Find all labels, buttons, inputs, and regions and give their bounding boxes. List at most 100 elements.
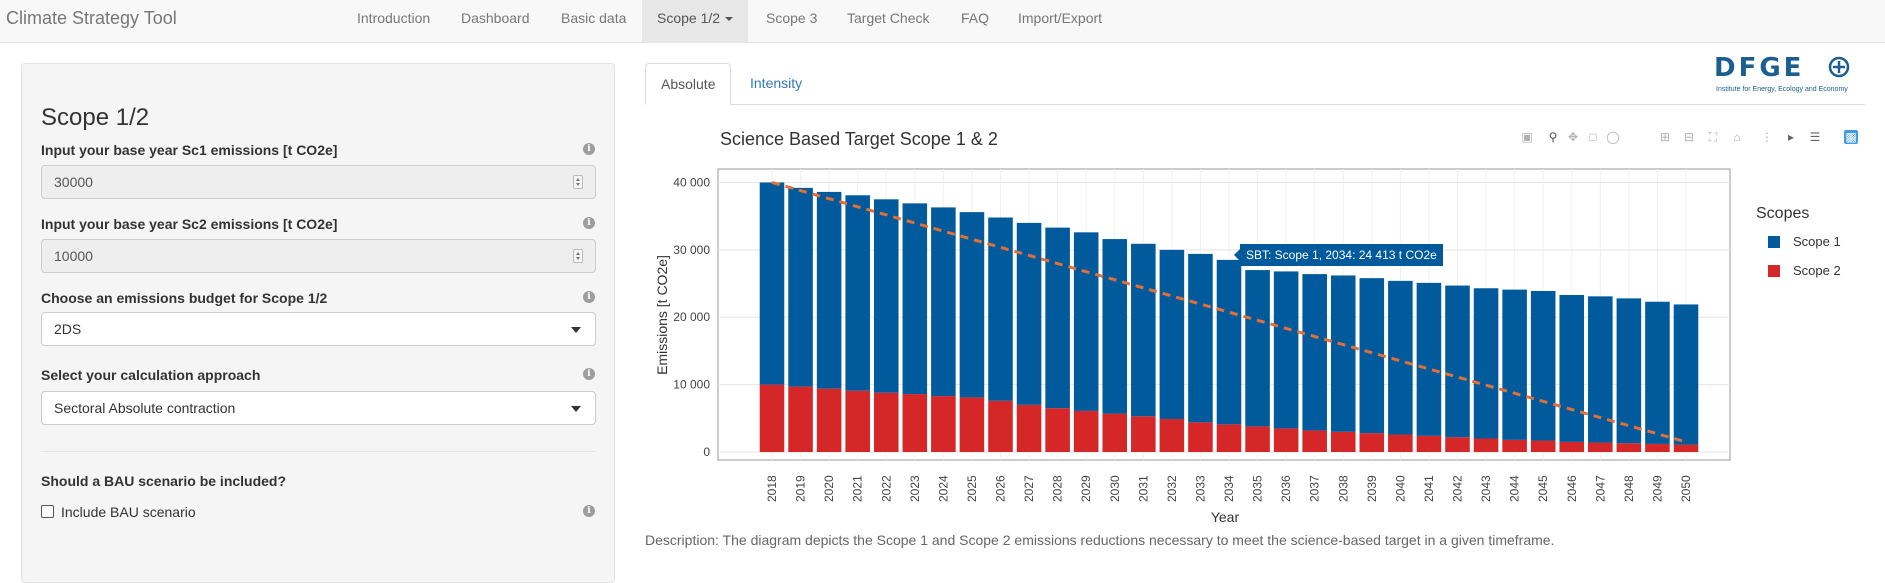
- nav-target-check[interactable]: Target Check: [847, 10, 930, 26]
- bar-scope-1[interactable]: [1102, 239, 1128, 414]
- bar-scope-2[interactable]: [1530, 440, 1556, 452]
- bar-scope-1[interactable]: [1473, 288, 1499, 439]
- bar-scope-2[interactable]: [1102, 413, 1128, 452]
- sbt-target-line[interactable]: [771, 181, 1687, 444]
- nav-introduction[interactable]: Introduction: [357, 10, 431, 26]
- autoscale-icon[interactable]: ⛶: [1708, 130, 1718, 144]
- bar-scope-1[interactable]: [1530, 290, 1556, 441]
- camera-icon[interactable]: ▣: [1521, 130, 1533, 144]
- bar-scope-2[interactable]: [1245, 426, 1270, 452]
- zoom-out-icon[interactable]: ⊟: [1683, 130, 1695, 144]
- bar-scope-2[interactable]: [1559, 441, 1585, 452]
- legend-label-scope-1[interactable]: Scope 1: [1793, 234, 1841, 249]
- info-icon[interactable]: i: [583, 505, 595, 517]
- bar-scope-2[interactable]: [1131, 416, 1156, 452]
- bar-scope-2[interactable]: [1159, 418, 1185, 452]
- bar-scope-1[interactable]: [1502, 289, 1527, 440]
- bar-scope-1[interactable]: [788, 187, 813, 387]
- info-icon[interactable]: i: [583, 368, 595, 380]
- bar-scope-2[interactable]: [1216, 424, 1242, 452]
- bar-scope-2[interactable]: [845, 390, 870, 452]
- bar-scope-1[interactable]: [1616, 298, 1642, 444]
- home-icon[interactable]: ⌂: [1733, 130, 1741, 144]
- nav-dashboard[interactable]: Dashboard: [461, 10, 530, 26]
- bar-scope-1[interactable]: [902, 203, 928, 395]
- bar-scope-2[interactable]: [1445, 437, 1470, 452]
- bar-scope-2[interactable]: [959, 397, 985, 452]
- bar-scope-2[interactable]: [1016, 404, 1042, 452]
- bar-scope-1[interactable]: [931, 207, 956, 397]
- lasso-icon[interactable]: ◯: [1606, 130, 1620, 144]
- spinner-icon[interactable]: [573, 175, 583, 189]
- bar-scope-2[interactable]: [1416, 435, 1442, 452]
- nav-import-export[interactable]: Import/Export: [1018, 10, 1103, 26]
- bar-scope-2[interactable]: [873, 392, 899, 452]
- bar-scope-2[interactable]: [1302, 430, 1327, 452]
- info-icon[interactable]: i: [583, 217, 595, 229]
- plotly-logo-icon[interactable]: ▩: [1844, 130, 1858, 144]
- bar-scope-2[interactable]: [1616, 443, 1642, 452]
- legend-swatch-scope-1[interactable]: [1768, 236, 1780, 248]
- nav-basic-data[interactable]: Basic data: [561, 10, 627, 26]
- bar-scope-1[interactable]: [1645, 301, 1670, 444]
- info-icon[interactable]: i: [583, 143, 595, 155]
- bar-scope-1[interactable]: [1045, 227, 1070, 409]
- pan-icon[interactable]: ✥: [1567, 130, 1579, 144]
- zoom-in-icon[interactable]: ⊞: [1659, 130, 1671, 144]
- bar-scope-2[interactable]: [902, 394, 928, 452]
- bau-checkbox[interactable]: [41, 505, 54, 518]
- nav-scope-3[interactable]: Scope 3: [766, 10, 818, 26]
- app-brand[interactable]: Climate Strategy Tool: [6, 8, 177, 28]
- box-select-icon[interactable]: □: [1589, 130, 1597, 144]
- spike-lines-icon[interactable]: ⋮: [1761, 130, 1773, 144]
- spinner-icon[interactable]: [573, 249, 583, 263]
- bar-scope-1[interactable]: [1445, 285, 1470, 438]
- bar-scope-1[interactable]: [816, 191, 842, 389]
- bar-scope-1[interactable]: [873, 199, 899, 393]
- bar-scope-1[interactable]: [1216, 259, 1242, 425]
- approach-select[interactable]: Sectoral Absolute contraction: [41, 391, 596, 425]
- bar-scope-2[interactable]: [788, 386, 813, 452]
- hover-compare-icon[interactable]: ☰: [1809, 130, 1821, 144]
- info-icon[interactable]: i: [583, 291, 595, 303]
- legend-label-scope-2[interactable]: Scope 2: [1793, 263, 1841, 278]
- bar-scope-2[interactable]: [1330, 431, 1356, 452]
- bar-scope-2[interactable]: [1502, 439, 1527, 452]
- tab-absolute[interactable]: Absolute: [645, 63, 732, 105]
- bar-scope-1[interactable]: [1302, 274, 1327, 431]
- bar-scope-1[interactable]: [1559, 295, 1585, 442]
- sc1-emissions-input[interactable]: 30000: [41, 165, 596, 199]
- bau-checkbox-label[interactable]: Include BAU scenario: [61, 504, 196, 520]
- bar-scope-2[interactable]: [1473, 438, 1499, 452]
- bar-scope-1[interactable]: [1416, 282, 1442, 436]
- bar-scope-1[interactable]: [759, 182, 785, 385]
- bar-scope-1[interactable]: [1073, 232, 1099, 411]
- bar-scope-2[interactable]: [759, 384, 785, 452]
- bar-scope-1[interactable]: [1273, 271, 1299, 429]
- bar-scope-2[interactable]: [1045, 408, 1070, 452]
- bar-scope-1[interactable]: [988, 217, 1013, 401]
- bar-scope-1[interactable]: [1673, 304, 1699, 445]
- tab-intensity[interactable]: Intensity: [750, 75, 803, 91]
- bar-scope-2[interactable]: [1188, 422, 1213, 452]
- legend-swatch-scope-2[interactable]: [1768, 265, 1780, 277]
- bar-scope-1[interactable]: [959, 212, 985, 398]
- bar-scope-2[interactable]: [1588, 442, 1613, 452]
- nav-faq[interactable]: FAQ: [961, 10, 990, 26]
- bar-scope-2[interactable]: [1388, 434, 1413, 452]
- bar-scope-1[interactable]: [1245, 270, 1270, 427]
- bar-scope-2[interactable]: [931, 396, 956, 452]
- bar-scope-1[interactable]: [1188, 253, 1213, 423]
- bar-scope-1[interactable]: [845, 195, 870, 391]
- bar-scope-1[interactable]: [1159, 249, 1185, 419]
- bar-scope-2[interactable]: [988, 400, 1013, 452]
- bar-scope-2[interactable]: [1645, 443, 1670, 452]
- zoom-icon[interactable]: ⚲: [1548, 130, 1558, 144]
- bar-scope-2[interactable]: [1359, 433, 1385, 452]
- bar-scope-2[interactable]: [1273, 428, 1299, 452]
- nav-scope-1-2[interactable]: Scope 1/2: [642, 0, 749, 43]
- budget-select[interactable]: 2DS: [41, 312, 596, 346]
- bar-scope-1[interactable]: [1131, 243, 1156, 417]
- hover-closest-icon[interactable]: ▸: [1787, 130, 1795, 144]
- bar-scope-2[interactable]: [1073, 410, 1099, 452]
